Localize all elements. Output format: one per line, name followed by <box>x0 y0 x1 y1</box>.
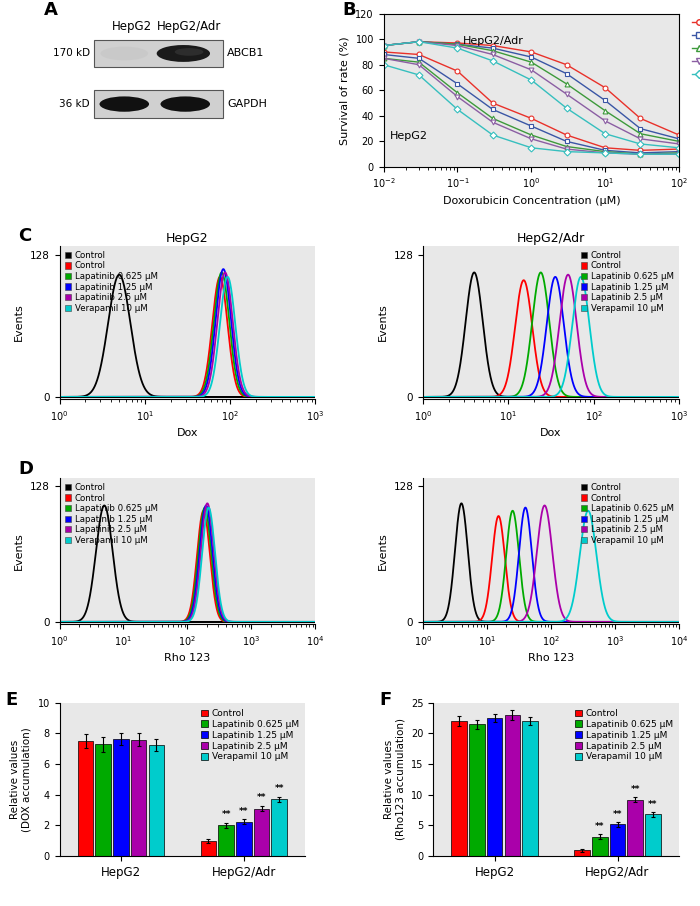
X-axis label: Rho 123: Rho 123 <box>528 653 574 663</box>
Bar <box>272 799 287 856</box>
Bar <box>486 718 503 856</box>
Text: **: ** <box>595 822 605 831</box>
Text: HepG2: HepG2 <box>112 20 152 33</box>
Text: HepG2: HepG2 <box>389 130 428 140</box>
Text: HepG2/Adr: HepG2/Adr <box>463 36 524 46</box>
Legend: Control, Lapatinib 0.625 μM, Lapatinib 1.25 μM, Lapatinib 2.5 μM, Verapamil 10 μ: Control, Lapatinib 0.625 μM, Lapatinib 1… <box>573 708 675 763</box>
Legend: Control, Lapatinib 0.625 μM, Lapatinib 1.25 μM, Lapatinib 2.5 μM, Verapamil 10 μ: Control, Lapatinib 0.625 μM, Lapatinib 1… <box>199 708 301 763</box>
Text: D: D <box>18 460 34 478</box>
Text: C: C <box>18 227 32 246</box>
Ellipse shape <box>175 48 204 56</box>
Y-axis label: Events: Events <box>378 304 388 342</box>
Bar <box>505 715 520 856</box>
Bar <box>113 738 129 856</box>
Bar <box>131 739 146 856</box>
Bar <box>218 825 234 856</box>
Text: ABCB1: ABCB1 <box>228 48 265 59</box>
Ellipse shape <box>101 46 148 61</box>
Bar <box>236 822 252 856</box>
Bar <box>592 836 608 856</box>
Ellipse shape <box>99 96 149 111</box>
Bar <box>575 850 590 856</box>
Text: **: ** <box>257 794 266 803</box>
Bar <box>452 721 467 856</box>
Y-axis label: Events: Events <box>14 304 24 342</box>
Text: HepG2/Adr: HepG2/Adr <box>157 20 221 33</box>
Y-axis label: Relative values
(Rho123 accumulation): Relative values (Rho123 accumulation) <box>384 718 405 841</box>
X-axis label: Dox: Dox <box>176 429 198 439</box>
Text: **: ** <box>239 806 248 815</box>
Text: **: ** <box>631 785 640 794</box>
Y-axis label: Relative values
(DOX accumulation): Relative values (DOX accumulation) <box>10 728 32 832</box>
Legend: Control, Control, Lapatinib 0.625 μM, Lapatinib 1.25 μM, Lapatinib 2.5 μM, Verap: Control, Control, Lapatinib 0.625 μM, La… <box>64 482 158 545</box>
Title: HepG2: HepG2 <box>166 232 209 245</box>
Text: **: ** <box>274 785 284 794</box>
Text: GAPDH: GAPDH <box>228 99 267 109</box>
Title: HepG2/Adr: HepG2/Adr <box>517 232 585 245</box>
Bar <box>610 824 625 856</box>
FancyBboxPatch shape <box>94 91 223 118</box>
Bar <box>78 741 93 856</box>
Text: 36 kD: 36 kD <box>60 99 90 109</box>
Text: F: F <box>379 690 391 708</box>
Y-axis label: Events: Events <box>14 532 24 570</box>
Bar <box>95 744 111 856</box>
Legend: Control, Control, Lapatinib 0.625 μM, Lapatinib 1.25 μM, Lapatinib 2.5 μM, Verap: Control, Control, Lapatinib 0.625 μM, La… <box>64 250 158 313</box>
Bar <box>522 721 538 856</box>
Ellipse shape <box>160 96 210 111</box>
Legend: Control, Control, Lapatinib 0.625 μM, Lapatinib 1.25 μM, Lapatinib 2.5 μM, Verap: Control, Control, Lapatinib 0.625 μM, La… <box>580 250 675 313</box>
Text: **: ** <box>648 799 658 808</box>
Text: **: ** <box>221 810 231 819</box>
Text: E: E <box>6 690 18 708</box>
Text: B: B <box>342 1 356 19</box>
X-axis label: Doxorubicin Concentration (μM): Doxorubicin Concentration (μM) <box>442 196 620 206</box>
X-axis label: Dox: Dox <box>540 429 562 439</box>
Y-axis label: Events: Events <box>378 532 388 570</box>
Text: **: ** <box>612 810 622 818</box>
Bar <box>254 809 270 856</box>
Bar <box>645 814 661 856</box>
Legend: Control, Control, Lapatinib 0.625 μM, Lapatinib 1.25 μM, Lapatinib 2.5 μM, Verap: Control, Control, Lapatinib 0.625 μM, La… <box>580 482 675 545</box>
Ellipse shape <box>157 45 210 62</box>
Text: A: A <box>44 1 58 19</box>
Legend: Control, Lapatinib 0.625 μM, Lapatinib 1.25 μM, Lapatinib 2.5 μM, Verapamil 10 μ: Control, Lapatinib 0.625 μM, Lapatinib 1… <box>690 15 700 81</box>
Text: 170 kD: 170 kD <box>53 48 90 59</box>
FancyBboxPatch shape <box>94 40 223 67</box>
Bar <box>469 724 484 856</box>
X-axis label: Rho 123: Rho 123 <box>164 653 211 663</box>
Bar <box>627 800 643 856</box>
Y-axis label: Survival of rate (%): Survival of rate (%) <box>340 36 350 145</box>
Bar <box>148 745 164 856</box>
Bar <box>201 841 216 856</box>
